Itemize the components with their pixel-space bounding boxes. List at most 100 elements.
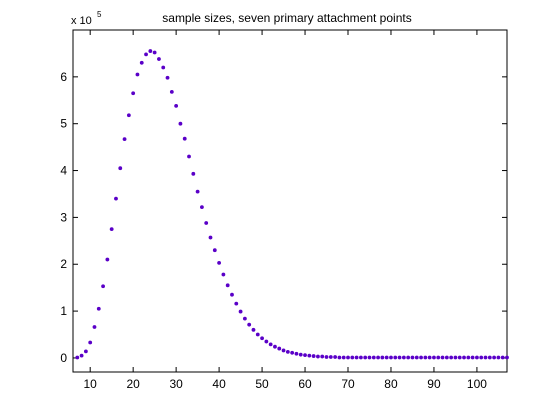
data-point bbox=[307, 353, 312, 358]
data-point bbox=[79, 353, 84, 358]
data-point bbox=[401, 355, 406, 360]
data-point bbox=[122, 137, 127, 142]
data-point bbox=[114, 196, 118, 201]
data-point bbox=[311, 354, 316, 358]
data-point bbox=[148, 49, 153, 53]
data-point bbox=[105, 257, 110, 262]
data-point bbox=[410, 355, 415, 360]
data-point bbox=[75, 355, 80, 360]
data-point bbox=[195, 189, 200, 194]
y-tick-label: 1 bbox=[60, 304, 67, 318]
data-point bbox=[436, 355, 441, 360]
y-tick-label: 5 bbox=[60, 117, 67, 131]
data-point bbox=[200, 205, 204, 209]
data-point bbox=[303, 353, 307, 358]
x-tick-label: 10 bbox=[84, 377, 98, 391]
data-point bbox=[182, 136, 187, 141]
data-point bbox=[277, 346, 282, 351]
data-point bbox=[337, 355, 342, 360]
data-point bbox=[255, 332, 260, 337]
data-point bbox=[242, 316, 247, 321]
data-point bbox=[406, 355, 411, 360]
data-point bbox=[453, 355, 458, 360]
data-point bbox=[466, 355, 471, 360]
data-point bbox=[234, 301, 239, 306]
x-tick-label: 80 bbox=[384, 377, 398, 391]
data-point bbox=[333, 355, 338, 359]
data-point bbox=[384, 355, 389, 360]
data-point bbox=[92, 325, 97, 329]
data-point bbox=[96, 306, 101, 311]
data-point bbox=[393, 355, 398, 360]
y-multiplier-label: x 10 bbox=[71, 15, 92, 27]
data-point bbox=[208, 235, 213, 240]
data-point bbox=[187, 154, 191, 159]
data-point bbox=[320, 354, 325, 359]
x-tick-label: 100 bbox=[467, 377, 487, 391]
data-point bbox=[462, 355, 466, 360]
plot-area bbox=[72, 29, 508, 373]
data-point bbox=[165, 75, 170, 80]
data-point bbox=[109, 227, 114, 232]
x-tick-label: 40 bbox=[212, 377, 226, 391]
data-point bbox=[397, 355, 402, 360]
data-point bbox=[371, 355, 376, 360]
data-point bbox=[178, 121, 183, 126]
data-point bbox=[221, 272, 226, 277]
data-point bbox=[346, 355, 350, 360]
data-point bbox=[363, 355, 368, 360]
data-point bbox=[389, 355, 393, 360]
x-tick-label: 50 bbox=[255, 377, 269, 391]
data-point bbox=[479, 355, 484, 360]
data-point bbox=[354, 355, 359, 360]
y-tick-label: 3 bbox=[60, 210, 67, 224]
data-point bbox=[118, 166, 123, 171]
y-tick-label: 0 bbox=[60, 351, 67, 365]
data-point bbox=[101, 284, 105, 289]
data-point bbox=[230, 292, 234, 297]
y-multiplier-exponent: 5 bbox=[97, 10, 102, 19]
x-tick-label: 70 bbox=[341, 377, 355, 391]
x-tick-label: 60 bbox=[298, 377, 312, 391]
data-point bbox=[169, 89, 174, 94]
data-point bbox=[341, 355, 346, 360]
data-point bbox=[135, 72, 140, 77]
data-point bbox=[126, 113, 131, 118]
data-point bbox=[359, 355, 363, 360]
data-point bbox=[174, 103, 179, 108]
data-point bbox=[264, 339, 269, 344]
data-point bbox=[423, 355, 428, 360]
data-point bbox=[225, 283, 230, 288]
data-point bbox=[217, 260, 221, 265]
x-tick-label: 20 bbox=[126, 377, 140, 391]
data-point bbox=[376, 355, 380, 360]
data-point bbox=[247, 322, 252, 327]
x-tick-label: 90 bbox=[427, 377, 441, 391]
data-point bbox=[157, 57, 161, 61]
axis-ticks: 10 20 30 40 50 60 70 80 90 100 0 1 2 3 4 5 6 bbox=[60, 30, 507, 391]
data-point bbox=[419, 355, 423, 360]
data-point bbox=[483, 355, 488, 360]
data-point bbox=[500, 355, 505, 360]
chart-title: sample sizes, seven primary attachment p… bbox=[162, 11, 411, 25]
data-point bbox=[328, 355, 333, 359]
y-multiplier: x 10 5 bbox=[71, 10, 102, 27]
data-point bbox=[139, 60, 144, 65]
data-point bbox=[324, 355, 329, 359]
data-point bbox=[298, 352, 303, 357]
data-point bbox=[131, 91, 136, 96]
data-point bbox=[316, 354, 320, 359]
y-tick-label: 4 bbox=[60, 164, 67, 178]
data-points bbox=[75, 49, 509, 360]
data-point bbox=[470, 355, 475, 360]
data-point bbox=[152, 50, 157, 55]
data-point bbox=[268, 342, 273, 347]
data-point bbox=[449, 355, 454, 360]
y-tick-label: 6 bbox=[60, 70, 67, 84]
data-point bbox=[440, 355, 445, 360]
data-point bbox=[285, 349, 290, 354]
data-point bbox=[83, 349, 88, 354]
data-point bbox=[204, 221, 209, 225]
data-point bbox=[414, 355, 419, 360]
